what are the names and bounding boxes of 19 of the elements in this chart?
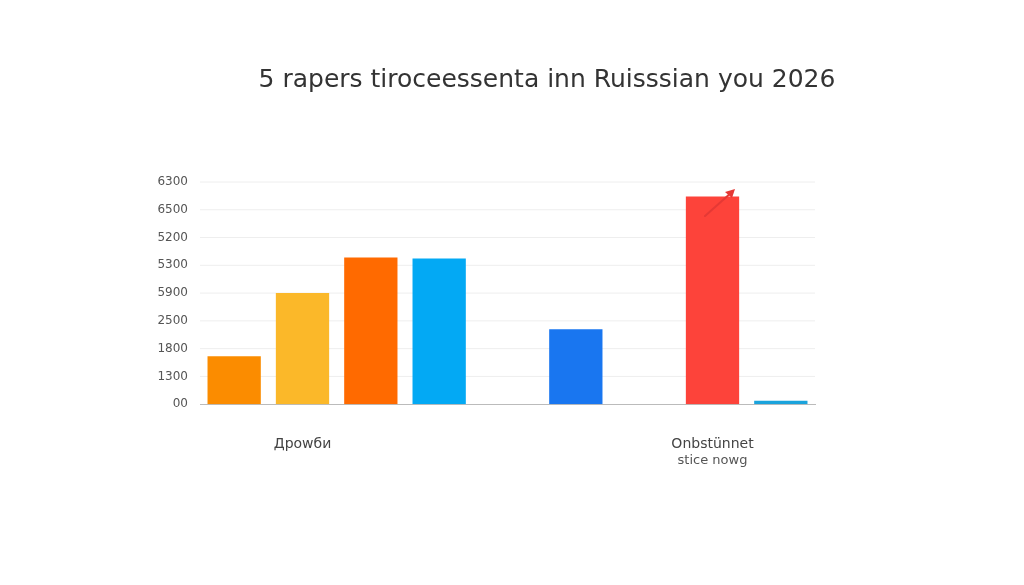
bar xyxy=(685,196,740,405)
text: 6300 xyxy=(157,174,188,189)
text: 1300 xyxy=(157,368,188,383)
text: 5300 xyxy=(157,257,188,272)
text: 5900 xyxy=(157,285,188,300)
chart-title: 5 rapers tiroceessenta inn Ruisssian you 2026 xyxy=(257,64,837,93)
bar xyxy=(412,258,466,405)
bar xyxy=(549,329,603,405)
bar xyxy=(207,356,261,405)
text: 1800 xyxy=(157,340,188,355)
text: stice nowg xyxy=(677,451,748,467)
x-tick-label: Onbstünnet xyxy=(671,435,755,452)
text: 00 xyxy=(172,396,188,411)
bar xyxy=(275,293,330,405)
bar xyxy=(344,257,398,405)
x-tick-label: Дpowби xyxy=(273,435,332,452)
text: 5200 xyxy=(157,229,188,244)
text: 6500 xyxy=(157,201,188,216)
text: 2500 xyxy=(157,313,188,327)
